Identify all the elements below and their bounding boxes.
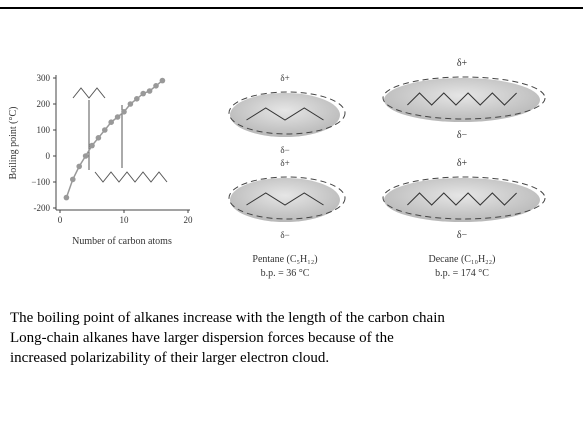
data-point [96, 135, 102, 141]
data-line [66, 81, 162, 198]
cloud [384, 78, 540, 122]
data-point [147, 88, 153, 94]
cloud [230, 178, 340, 222]
x-tick-label: 0 [58, 215, 63, 225]
y-tick-label: 100 [37, 125, 51, 135]
text-line: The boiling point of alkanes increase wi… [10, 310, 445, 326]
data-point [121, 109, 127, 115]
page: {"chart_data":{"type":"line","ylabel":"B… [0, 0, 583, 445]
pentane-name: Pentane (C₅H₁₂) [252, 254, 317, 265]
delta-minus: δ− [457, 130, 468, 141]
ellipses: δ+ δ− δ+ δ− δ+ δ− δ+ δ− [229, 58, 545, 241]
y-tick-label: 200 [37, 99, 51, 109]
slide: δ+ δ− δ+ δ− δ+ δ− δ+ δ− Pentane (C₅H₁₂) b.p. = … [0, 0, 583, 445]
text-line: Long-chain alkanes have larger dispersio… [10, 330, 394, 346]
delta-minus: δ− [280, 230, 289, 240]
delta-minus: δ− [280, 145, 289, 155]
delta-plus: δ+ [280, 73, 289, 83]
data-point [153, 83, 159, 89]
decane-bp: b.p. = 174 °C [435, 268, 489, 279]
data-point [102, 127, 108, 133]
data-point [128, 101, 134, 107]
pentane-bp: b.p. = 36 °C [261, 268, 310, 279]
x-tick-label: 10 [120, 215, 130, 225]
y-tick-label: 300 [37, 73, 51, 83]
data-point [83, 153, 89, 159]
cloud [384, 178, 540, 222]
delta-minus: δ− [457, 230, 468, 241]
cloud [230, 93, 340, 137]
molecule-pictures [73, 88, 167, 182]
data-point [64, 195, 70, 201]
decane-name: Decane (C₁₀H₂₂) [429, 254, 496, 265]
text-line: increased polarizability of their larger… [10, 350, 329, 366]
data-point [70, 177, 76, 183]
delta-plus: δ+ [457, 158, 468, 169]
data-point [89, 143, 95, 149]
y-axis-label: Boiling point (°C) [8, 107, 19, 180]
y-tick-label: -200 [34, 203, 51, 213]
data-point [160, 78, 166, 84]
data-point [140, 91, 146, 97]
delta-plus: δ+ [457, 58, 468, 69]
data-point [115, 114, 121, 120]
data-point [108, 119, 114, 125]
y-tick-label: −100 [31, 177, 50, 187]
data-point [134, 96, 140, 102]
delta-plus: δ+ [280, 158, 289, 168]
y-tick-label: 0 [46, 151, 51, 161]
data-point [76, 164, 82, 170]
x-axis-label: Number of carbon atoms [72, 236, 172, 247]
x-tick-label: 20 [184, 215, 194, 225]
